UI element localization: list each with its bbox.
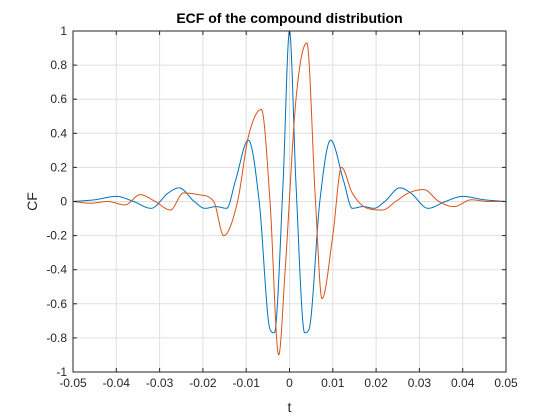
y-tick-label: 0 bbox=[60, 195, 67, 209]
y-tick-label: 1 bbox=[60, 24, 67, 38]
x-axis-label: t bbox=[288, 399, 292, 415]
x-tick-label: 0.02 bbox=[364, 376, 388, 390]
x-tick-label: -0.02 bbox=[189, 376, 217, 390]
y-tick-label: -0.6 bbox=[46, 297, 67, 311]
y-tick-label: 0.4 bbox=[50, 126, 67, 140]
chart-title: ECF of the compound distribution bbox=[176, 10, 402, 26]
series-line-2 bbox=[72, 42, 507, 356]
y-tick-label: -0.8 bbox=[46, 331, 67, 345]
x-tick-label: 0.05 bbox=[494, 376, 518, 390]
x-tick-label: 0.04 bbox=[451, 376, 475, 390]
y-tick-label: 0.8 bbox=[50, 58, 67, 72]
x-tick-label: 0.03 bbox=[408, 376, 432, 390]
x-tick-label: -0.04 bbox=[103, 376, 131, 390]
y-tick-label: -0.2 bbox=[46, 229, 67, 243]
y-tick-label: 0.2 bbox=[50, 160, 67, 174]
x-tick-label: 0 bbox=[286, 376, 293, 390]
y-tick-label: 0.6 bbox=[50, 92, 67, 106]
y-axis-label: CF bbox=[24, 192, 40, 211]
x-tick-label: -0.01 bbox=[233, 376, 261, 390]
x-tick-label: 0.01 bbox=[321, 376, 345, 390]
y-tick-label: -1 bbox=[56, 365, 67, 379]
x-tick-label: -0.03 bbox=[146, 376, 174, 390]
y-tick-label: -0.4 bbox=[46, 263, 67, 277]
ticks: -0.05 -0.04 -0.03 -0.02 -0.01 0 0.01 0.02 0.03 0.… bbox=[46, 24, 518, 390]
x-tick-label: -0.05 bbox=[59, 376, 87, 390]
